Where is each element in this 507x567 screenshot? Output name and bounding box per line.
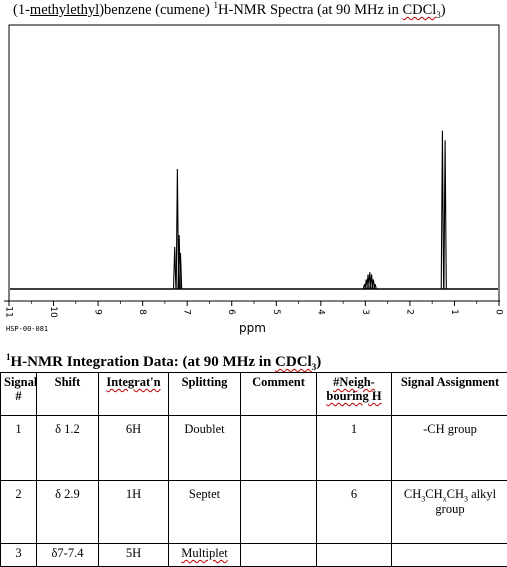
column-header-shift: Shift xyxy=(37,373,99,416)
x-axis-tick-label: 1 xyxy=(449,309,459,315)
cell-splitting-text: Multiplet xyxy=(181,546,228,560)
cell-neighbouring: 1 xyxy=(317,416,392,481)
column-header-neighbouring: #Neigh-bouring H xyxy=(317,373,392,416)
heading-text: CDCl xyxy=(275,354,312,370)
table-row: 1 δ 1.2 6H Doublet 1 -CH group xyxy=(1,416,507,481)
cell-shift: δ 1.2 xyxy=(37,416,99,481)
cell-shift: δ7-7.4 xyxy=(37,544,99,567)
heading-text: ) xyxy=(316,354,321,370)
table-row: 2 δ 2.9 1H Septet 6 CH3CHxCH3 alkyl grou… xyxy=(1,481,507,544)
x-axis-tick-label: 11 xyxy=(4,306,14,317)
column-header-neighbouring-text: #Neigh-bouring H xyxy=(326,375,381,403)
cell-comment xyxy=(241,416,317,481)
x-axis-tick-label: 5 xyxy=(271,309,281,315)
cell-comment xyxy=(241,481,317,544)
spectrum-trace xyxy=(10,131,498,289)
column-header-splitting: Splitting xyxy=(169,373,241,416)
x-axis-tick-label: 0 xyxy=(494,309,504,315)
x-axis-tick-label: 7 xyxy=(182,309,192,315)
title-text: (1- xyxy=(13,2,30,18)
column-header-assignment: Signal Assignment xyxy=(392,373,507,416)
cell-splitting: Doublet xyxy=(169,416,241,481)
cell-assignment xyxy=(392,544,507,567)
title-text: CDCl xyxy=(402,2,436,18)
title-solvent: CDCl3 xyxy=(402,2,440,18)
x-axis-tick-label: 4 xyxy=(315,309,325,315)
x-axis-tick-label: 6 xyxy=(226,309,236,315)
cell-splitting: Septet xyxy=(169,481,241,544)
cell-comment xyxy=(241,544,317,567)
heading-solvent: CDCl3 xyxy=(275,354,316,370)
x-axis-unit: ppm xyxy=(239,321,266,335)
title-text: methylethyl xyxy=(30,2,99,18)
title-text: ) xyxy=(441,2,446,18)
x-axis-tick-label: 8 xyxy=(137,309,147,315)
cell-neighbouring xyxy=(317,544,392,567)
assignment-text: CH xyxy=(425,487,442,501)
title-text: (cumene) xyxy=(152,2,214,18)
cell-splitting: Multiplet xyxy=(169,544,241,567)
cell-signal: 1 xyxy=(1,416,37,481)
spectrum-peak-ch3-doublet xyxy=(444,140,446,289)
integration-table: Signal # Shift Integrat'n Splitting Comm… xyxy=(0,372,507,567)
assignment-text: CH xyxy=(447,487,464,501)
column-header-signal: Signal # xyxy=(1,373,37,416)
plot-frame xyxy=(9,25,499,301)
title-text: H-NMR Spectra (at 90 MHz in xyxy=(218,2,402,18)
table-header-row: Signal # Shift Integrat'n Splitting Comm… xyxy=(1,373,507,416)
x-axis-tick-label: 10 xyxy=(48,306,58,318)
cell-signal: 2 xyxy=(1,481,37,544)
cell-assignment: CH3CHxCH3 alkyl group xyxy=(392,481,507,544)
x-axis-tick-label: 9 xyxy=(93,309,103,315)
cell-neighbouring: 6 xyxy=(317,481,392,544)
column-header-integration: Integrat'n xyxy=(99,373,169,416)
x-axis-tick-label: 2 xyxy=(404,309,414,315)
column-header-integration-text: Integrat'n xyxy=(106,375,160,389)
cell-assignment: -CH group xyxy=(392,416,507,481)
heading-text: H-NMR Integration Data: (at 90 MHz in xyxy=(11,354,276,370)
spectrum-source-code: HSP-00-081 xyxy=(6,325,48,333)
cell-signal: 3 xyxy=(1,544,37,567)
cell-shift: δ 2.9 xyxy=(37,481,99,544)
x-axis-tick-label: 3 xyxy=(360,309,370,315)
table-row: 3 δ7-7.4 5H Multiplet xyxy=(1,544,507,567)
title-text: )benzene xyxy=(99,2,151,18)
document-title: (1-methylethyl)benzene (cumene) 1H-NMR S… xyxy=(13,0,503,20)
spectrum-peak-ch3-doublet xyxy=(441,131,443,289)
column-header-comment: Comment xyxy=(241,373,317,416)
cell-integration: 6H xyxy=(99,416,169,481)
assignment-text: CH xyxy=(404,487,421,501)
cell-integration: 1H xyxy=(99,481,169,544)
cell-integration: 5H xyxy=(99,544,169,567)
spectrum-peak-aromatic-multiplet xyxy=(174,247,176,289)
integration-heading: 1H-NMR Integration Data: (at 90 MHz in C… xyxy=(6,352,506,372)
